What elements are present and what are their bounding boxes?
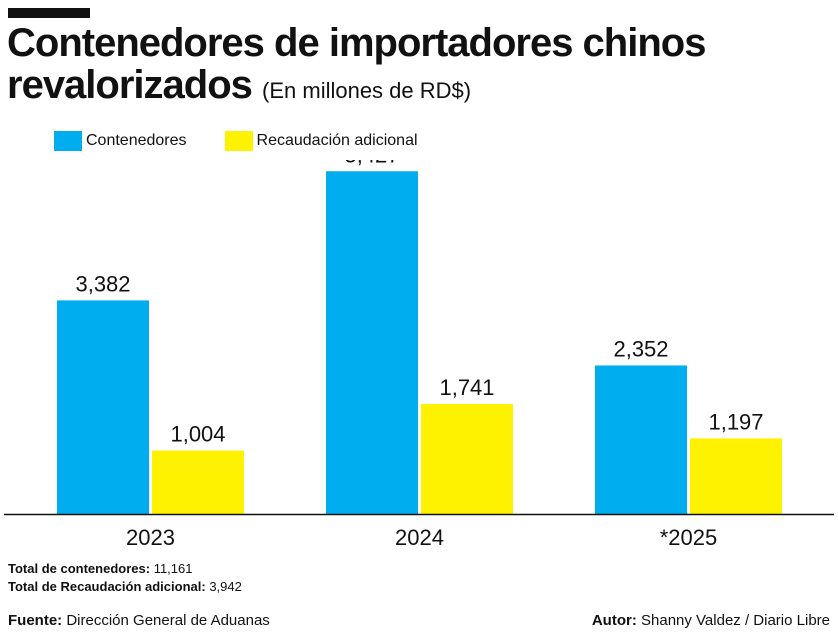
- total-contenedores-value: 11,161: [153, 561, 193, 576]
- total-contenedores-label: Total de contenedores:: [8, 561, 151, 576]
- totals-notes: Total de contenedores: 11,161 Total de R…: [8, 560, 242, 596]
- x-tick-label-2025: *2025: [660, 525, 718, 550]
- total-contenedores: Total de contenedores: 11,161: [8, 560, 242, 578]
- chart-title-text: Contenedores de importadores chinos reva…: [7, 21, 706, 107]
- top-accent-bar: [8, 8, 90, 18]
- data-label-recaudacion-2023: 1,004: [170, 422, 225, 447]
- total-recaudacion: Total de Recaudación adicional: 3,942: [8, 578, 242, 596]
- x-tick-label-2023: 2023: [126, 525, 175, 550]
- total-recaudacion-value: 3,942: [209, 579, 242, 594]
- data-label-contenedores-2024: 5,427: [344, 160, 399, 167]
- data-label-recaudacion-2024: 1,741: [439, 375, 494, 400]
- bar-recaudacion-2024: [421, 404, 513, 514]
- bar-chart: 3,382 1,004 2023 5,427 1,741 2024 2,352 1,197 *2…: [4, 160, 834, 550]
- author-value: Shanny Valdez / Diario Libre: [641, 612, 830, 629]
- legend-swatch-recaudacion: [224, 131, 253, 151]
- chart-subtitle: (En millones de RD$): [262, 78, 472, 103]
- chart-title: Contenedores de importadores chinos reva…: [7, 22, 827, 112]
- total-recaudacion-label: Total de Recaudación adicional:: [8, 579, 206, 594]
- legend-item-contenedores: Contenedores: [54, 131, 187, 151]
- bar-contenedores-2025: [595, 365, 687, 514]
- bar-contenedores-2023: [57, 300, 149, 514]
- source-value: Dirección General de Aduanas: [66, 612, 270, 629]
- data-label-contenedores-2025: 2,352: [613, 336, 668, 361]
- legend-label-recaudacion: Recaudación adicional: [256, 132, 418, 149]
- author-credit: Autor: Shanny Valdez / Diario Libre: [592, 612, 830, 629]
- bar-recaudacion-2025: [690, 438, 782, 514]
- legend-item-recaudacion: Recaudación adicional: [224, 131, 418, 151]
- source-credit: Fuente: Dirección General de Aduanas: [8, 612, 270, 629]
- legend-label-contenedores: Contenedores: [86, 132, 187, 149]
- author-label: Autor:: [591, 612, 637, 629]
- bar-contenedores-2024: [326, 171, 418, 514]
- data-label-recaudacion-2025: 1,197: [708, 409, 763, 434]
- footer: Fuente: Dirección General de Aduanas Aut…: [8, 612, 830, 632]
- chart-legend: Contenedores Recaudación adicional: [54, 130, 456, 152]
- x-tick-label-2024: 2024: [395, 525, 444, 550]
- legend-swatch-contenedores: [54, 131, 82, 151]
- data-label-contenedores-2023: 3,382: [75, 271, 130, 296]
- source-label: Fuente:: [8, 612, 63, 629]
- bar-recaudacion-2023: [152, 450, 244, 514]
